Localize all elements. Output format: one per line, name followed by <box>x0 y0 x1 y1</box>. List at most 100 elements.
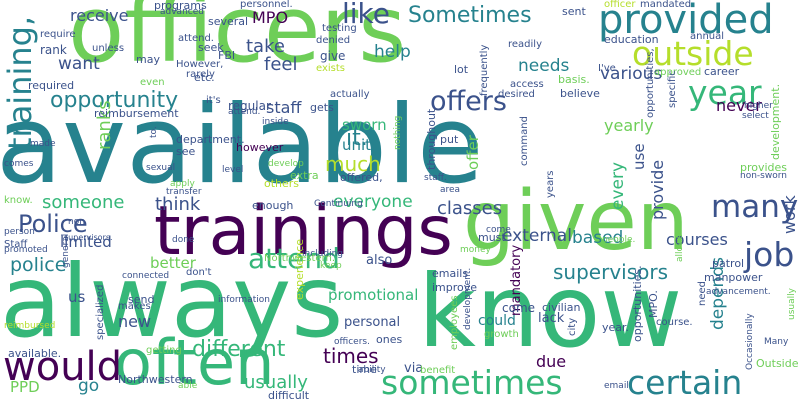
word: offer <box>464 135 482 170</box>
word: specific <box>667 70 678 108</box>
word: develop <box>268 159 304 169</box>
word: development. <box>463 267 473 330</box>
word: courses <box>666 230 728 249</box>
word: unit <box>342 136 372 154</box>
word: FBI <box>218 49 236 62</box>
word: based <box>572 228 624 248</box>
word: attend. <box>178 33 214 44</box>
word: help <box>374 42 411 62</box>
word: money <box>460 245 491 255</box>
word: officers <box>68 0 407 83</box>
word: actually <box>330 89 370 100</box>
word: access <box>510 79 544 90</box>
word: it. <box>346 126 368 151</box>
word: readily <box>508 39 542 50</box>
word: sexual <box>146 163 176 173</box>
word: believe <box>560 87 600 100</box>
word: manpower <box>704 271 763 284</box>
word: staff. <box>424 173 447 183</box>
word: getting <box>146 345 182 356</box>
word: exists <box>316 63 346 74</box>
word: want <box>58 54 100 74</box>
word: given <box>463 174 689 269</box>
word: Many <box>764 337 789 347</box>
word: think <box>155 194 201 215</box>
word: comes <box>4 159 34 169</box>
word: police <box>10 254 67 276</box>
word: transfer <box>166 187 202 197</box>
word: basis. <box>558 73 590 86</box>
word: benefit <box>420 365 456 376</box>
word: programs <box>154 0 207 12</box>
word: like <box>342 0 391 30</box>
word: go <box>78 376 100 396</box>
word: need <box>697 281 708 306</box>
word: much <box>325 152 381 176</box>
word: denied <box>316 35 351 46</box>
word: However, <box>176 59 224 70</box>
word: promoted <box>4 245 48 255</box>
word: MPO <box>252 8 289 27</box>
word: never <box>716 96 762 115</box>
word: would <box>3 344 123 390</box>
word: may <box>136 53 160 66</box>
word: needs <box>518 56 570 76</box>
word: Staff <box>4 239 28 250</box>
word: feel <box>264 54 298 75</box>
word: reimbursed <box>4 321 56 331</box>
word: improve <box>432 281 478 294</box>
word: could <box>478 313 516 329</box>
word: higher <box>744 101 773 111</box>
word: even <box>140 77 165 88</box>
word: certain <box>627 363 743 400</box>
word: time <box>352 363 377 376</box>
word: opportunities. <box>631 265 644 342</box>
word: to. <box>149 126 159 138</box>
word: non <box>68 217 85 227</box>
word: reimbursement <box>94 107 179 120</box>
word: growth <box>484 329 519 340</box>
word: able <box>178 381 198 391</box>
word: use <box>630 143 648 170</box>
word: employees <box>449 295 460 350</box>
word: officer <box>604 0 636 10</box>
word: development. <box>769 83 782 160</box>
word: rarely <box>186 69 215 80</box>
word: lot <box>454 63 469 76</box>
word: require <box>40 29 76 40</box>
word: Sometimes <box>408 3 532 28</box>
word: external <box>502 226 572 246</box>
word: sworn <box>342 116 387 134</box>
word: unless <box>92 43 125 54</box>
word: provides <box>740 161 788 174</box>
word: give <box>320 49 346 63</box>
word: Occasionally <box>745 313 755 370</box>
word: MPO. <box>647 290 660 318</box>
word: Continuing <box>314 199 363 209</box>
word: PPD <box>10 378 40 396</box>
word: come <box>486 225 511 235</box>
word: advancement. <box>706 287 771 297</box>
word: personal <box>344 315 401 330</box>
word: classes <box>437 198 503 219</box>
word: I've <box>598 63 616 74</box>
word: allows <box>675 233 685 262</box>
word: select <box>742 111 769 121</box>
word: it's <box>206 95 221 106</box>
word: various <box>600 64 663 84</box>
word: come <box>502 301 536 315</box>
word: area <box>440 185 461 195</box>
word: email <box>604 381 629 391</box>
word: available <box>0 83 484 208</box>
word: work <box>780 195 799 234</box>
word: promotional <box>328 286 419 304</box>
word: provided <box>598 0 774 43</box>
word: supervisors. <box>64 233 113 242</box>
word: opportunities, <box>645 48 656 118</box>
word: receive <box>70 6 129 25</box>
word: including <box>302 249 343 259</box>
word: send <box>128 293 155 306</box>
word: department. <box>176 133 245 146</box>
word: year <box>688 73 762 112</box>
word: attend <box>248 242 340 275</box>
